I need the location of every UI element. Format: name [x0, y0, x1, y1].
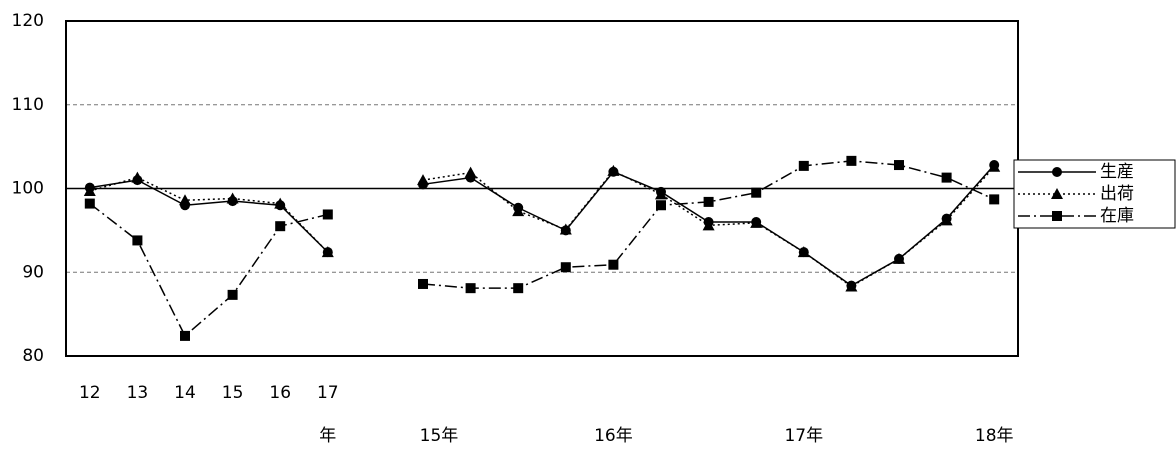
y-tick-label: 90 [22, 262, 44, 282]
year-label: 15年 [420, 426, 459, 446]
marker [464, 166, 477, 178]
marker [750, 216, 763, 228]
marker [846, 155, 857, 166]
year-label: 18年 [975, 426, 1014, 446]
marker [941, 172, 952, 183]
marker [702, 219, 715, 231]
marker [418, 278, 428, 289]
marker [83, 185, 96, 197]
y-tick-label: 80 [22, 346, 44, 366]
marker [940, 214, 953, 226]
marker [1051, 188, 1063, 199]
legend-label: 生産 [1100, 162, 1134, 182]
marker [656, 200, 666, 211]
marker [894, 160, 904, 171]
marker [227, 289, 238, 300]
marker [751, 187, 762, 198]
marker [1052, 211, 1062, 221]
marker [607, 164, 620, 176]
legend-label: 出荷 [1100, 184, 1134, 204]
marker [608, 259, 619, 270]
x-tick-label: 16 [269, 383, 291, 403]
marker [226, 192, 239, 204]
x-tick-label: 15 [222, 383, 244, 403]
marker [513, 283, 524, 294]
marker [274, 197, 287, 209]
marker [132, 235, 143, 246]
year-label: 年 [319, 426, 336, 446]
x-tick-label: 17 [317, 383, 339, 403]
marker [179, 194, 191, 206]
marker [988, 160, 1001, 172]
y-tick-label: 100 [12, 179, 44, 199]
x-tick-label: 13 [127, 383, 149, 403]
marker [560, 262, 571, 273]
marker [893, 252, 905, 264]
marker [703, 196, 714, 207]
marker [275, 221, 286, 232]
marker [798, 160, 809, 171]
marker [84, 198, 95, 209]
x-tick-label: 14 [174, 383, 196, 403]
y-tick-label: 120 [12, 11, 44, 31]
marker [322, 209, 333, 220]
marker [321, 246, 334, 258]
marker [655, 188, 667, 200]
legend-label: 在庫 [1100, 206, 1134, 226]
marker [559, 223, 572, 235]
x-tick-label: 12 [79, 383, 101, 403]
marker [465, 283, 476, 294]
marker [1052, 167, 1062, 177]
marker [131, 171, 144, 183]
marker [417, 174, 429, 186]
marker [512, 205, 525, 217]
marker [845, 280, 858, 292]
marker [180, 330, 190, 341]
year-label: 16年 [594, 426, 633, 446]
y-tick-label: 110 [12, 95, 44, 115]
marker [797, 246, 810, 258]
marker [989, 194, 1000, 205]
year-label: 17年 [784, 426, 823, 446]
